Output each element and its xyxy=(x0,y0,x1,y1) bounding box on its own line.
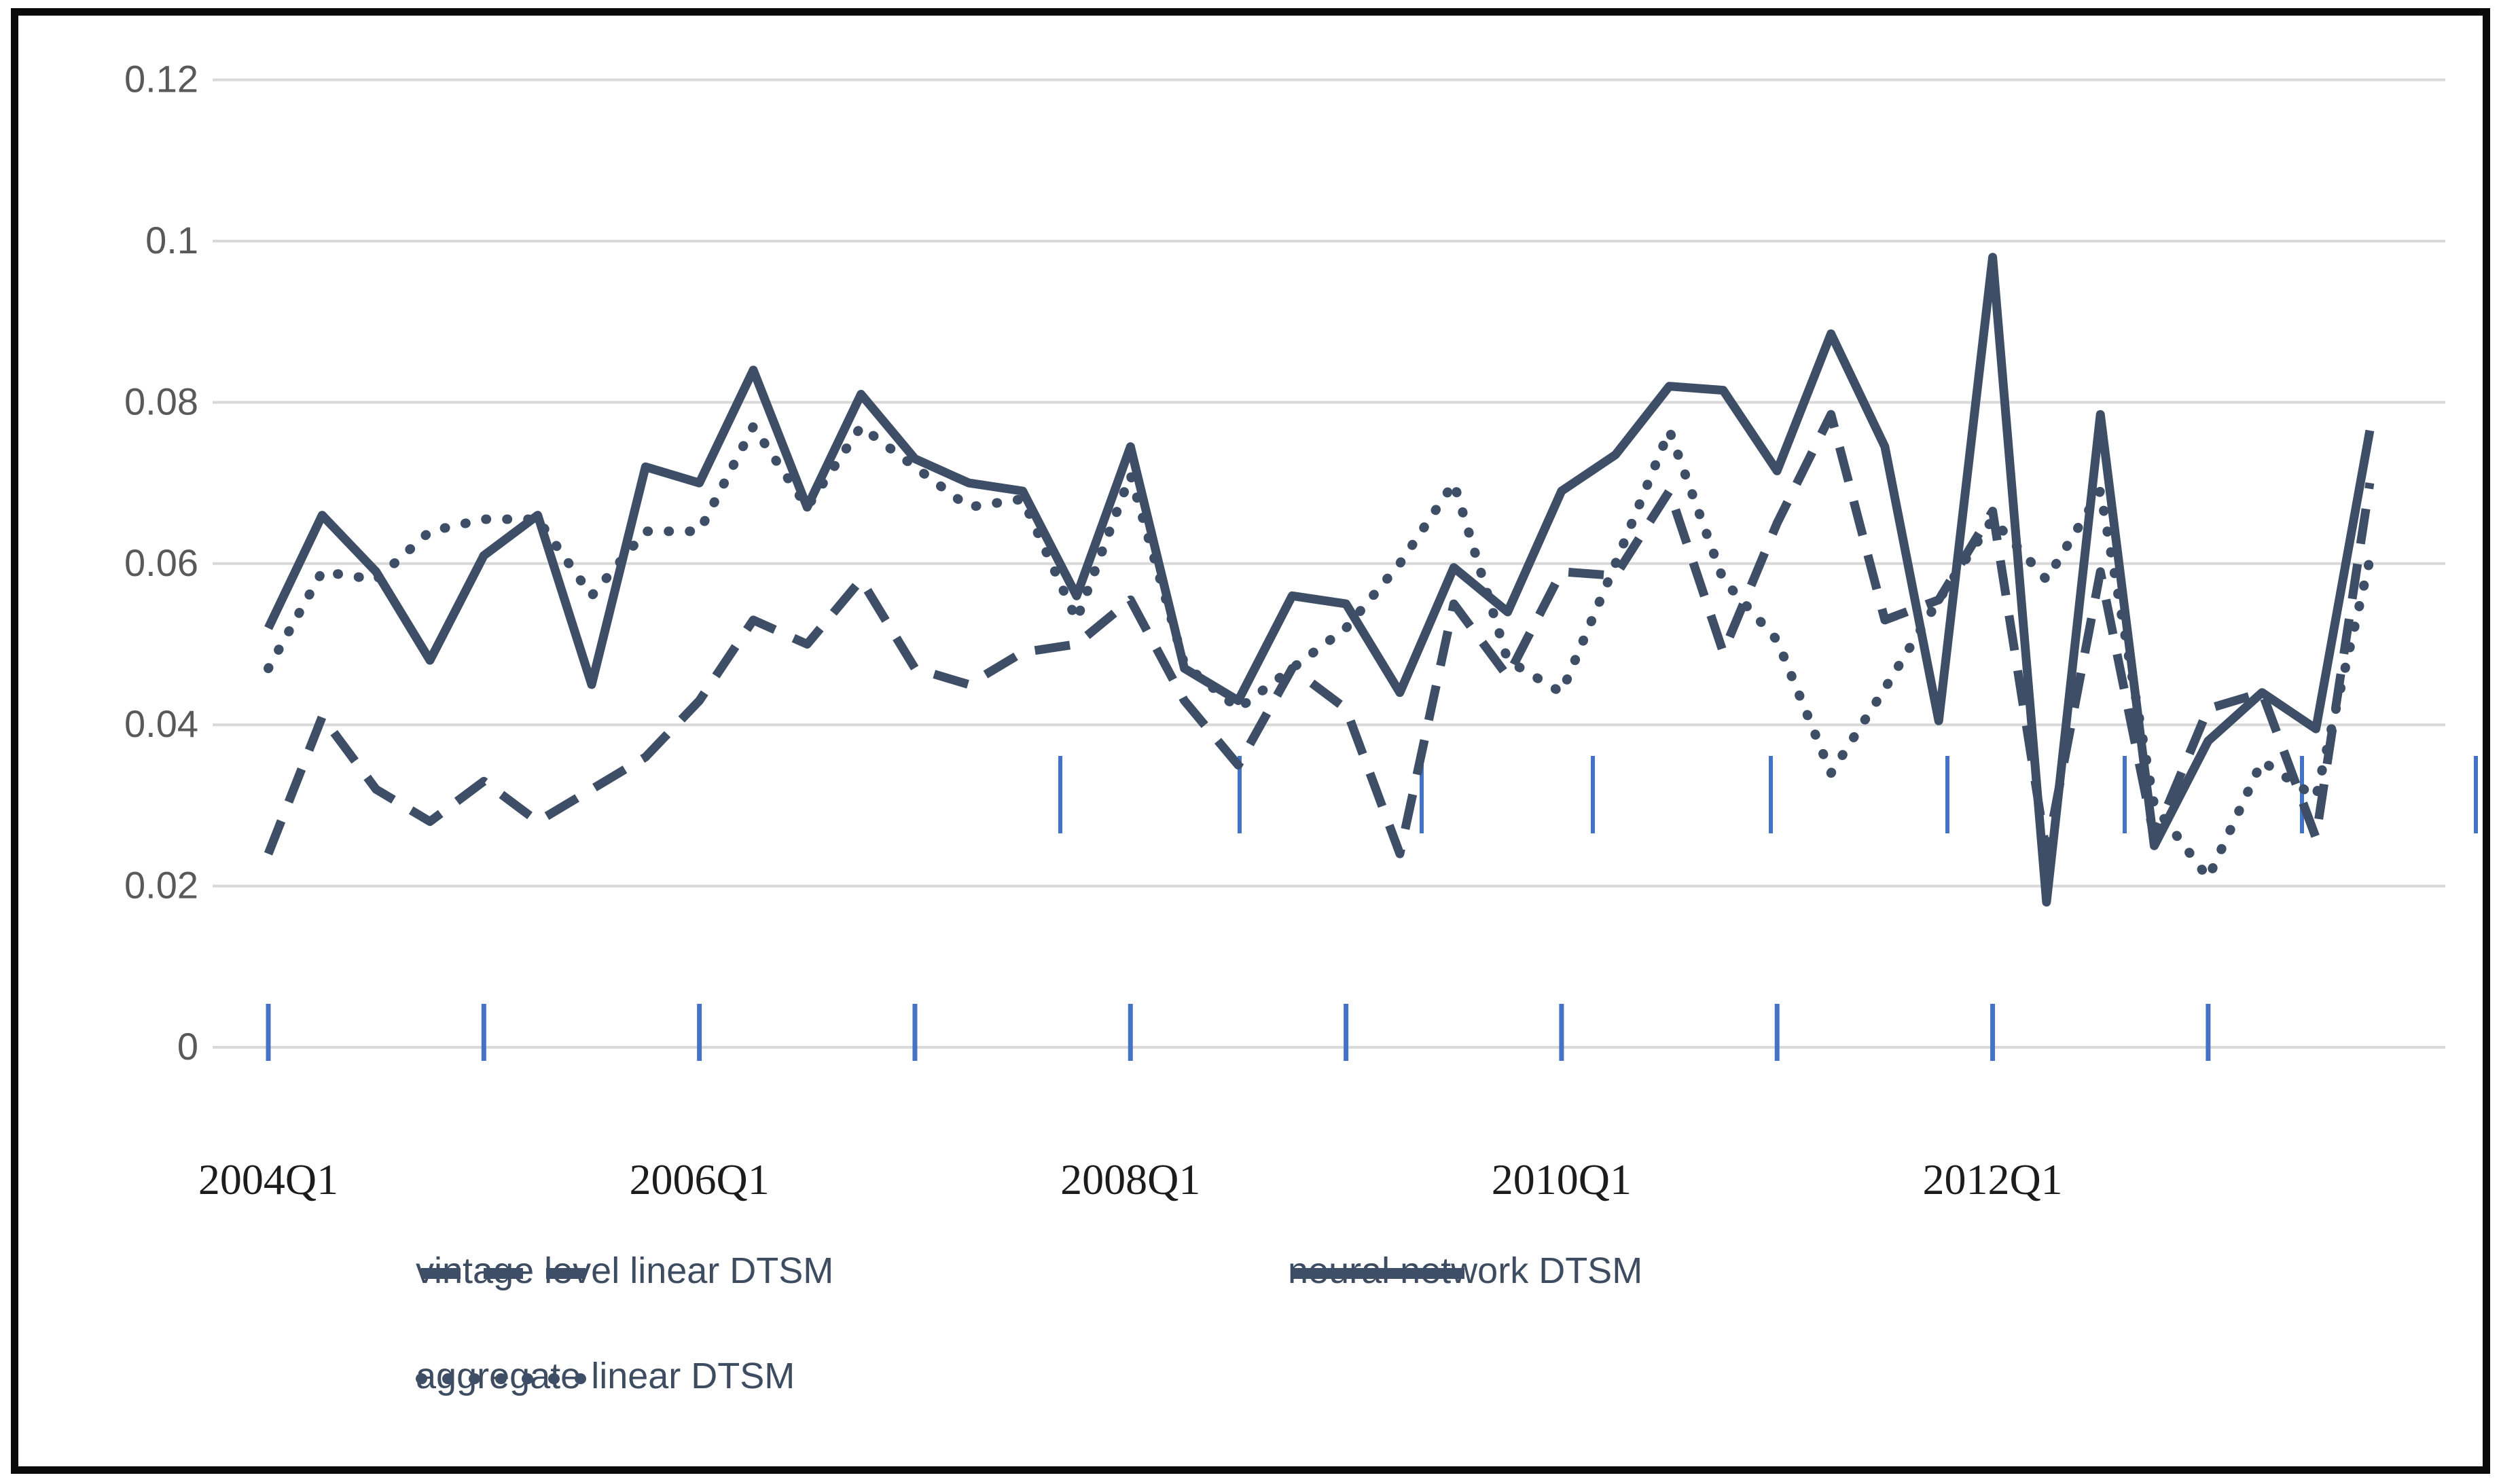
figure-border xyxy=(11,8,2490,1474)
series-line-solid-neural-network-DTSM xyxy=(264,253,2375,907)
series-line-dashed-vintage-level-linear-DTSM xyxy=(264,410,2375,858)
x-axis-tick-label: 2008Q1 xyxy=(1060,1155,1200,1204)
y-axis-tick-label: 0 xyxy=(177,1025,198,1068)
x-axis-tick-label: 2010Q1 xyxy=(1492,1155,1632,1204)
y-axis-tick-label: 0.1 xyxy=(145,219,198,261)
legend-item-vintage: vintage level linear DTSM xyxy=(416,1250,833,1292)
legend-item-aggregate: aggregate linear DTSM xyxy=(416,1355,795,1397)
x-axis-tick-label: 2006Q1 xyxy=(630,1155,770,1204)
y-axis-tick-label: 0.04 xyxy=(124,702,198,745)
solid-line-sample-icon xyxy=(1293,1268,1464,1279)
x-axis-tick-label: 2012Q1 xyxy=(1922,1155,2062,1204)
y-axis-tick-label: 0.02 xyxy=(124,864,198,907)
legend-item-neural: neural network DTSM xyxy=(1288,1250,1642,1292)
y-axis-tick-label: 0.08 xyxy=(124,380,198,422)
y-axis-tick-label: 0.06 xyxy=(124,541,198,584)
x-axis-tick-label: 2004Q1 xyxy=(198,1155,338,1204)
series-line-dotted-aggregate-linear-DTSM xyxy=(264,422,2375,883)
dashed-line-sample-icon xyxy=(421,1268,592,1279)
dotted-line-sample-icon xyxy=(416,1373,598,1384)
y-axis-tick-label: 0.12 xyxy=(124,58,198,101)
